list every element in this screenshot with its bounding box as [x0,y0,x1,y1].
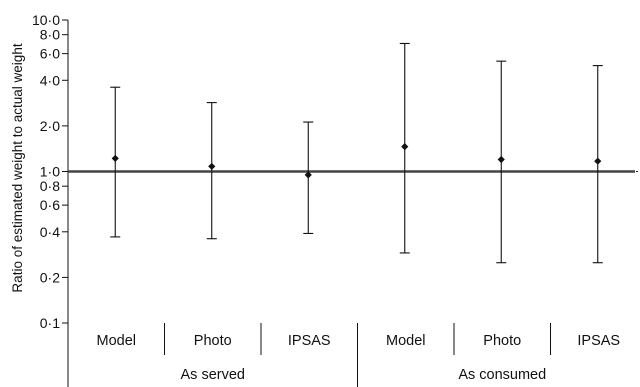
mean-marker [401,143,409,151]
y-tick-label: 1·0 [40,164,60,180]
mean-marker [497,155,505,164]
category-label: Photo [194,333,232,349]
category-label: Photo [483,333,521,349]
y-tick-label: 0·1 [40,315,60,331]
mean-marker [304,171,312,179]
category-label: IPSAS [288,333,331,349]
plot-area: 10·08·0 6·0 4·0 2·0 1·00·8 0·6 0·4 0·2 0·1 Model P… [32,12,640,387]
y-tick-label: 2·0 [40,118,60,134]
mean-marker [111,154,119,163]
category-label: IPSAS [577,333,620,349]
y-tick-label: 0·6 [40,197,60,213]
group-label: As served [181,367,245,383]
y-tick-label: 0·2 [40,269,60,285]
y-tick-label: 0·8 [40,178,60,194]
mean-marker [594,157,602,165]
mean-marker [208,162,216,171]
group-label: As consumed [458,367,546,383]
y-tick-label: 8·0 [40,27,60,43]
y-tick-label: 0·4 [40,224,60,240]
y-tick-label: 10·0 [32,12,60,28]
category-label: Model [386,333,426,349]
y-tick-label: 4·0 [40,72,60,88]
y-tick-label: 6·0 [40,46,60,62]
y-axis-label: Ratio of estimated weight to actual weig… [10,43,25,292]
category-label: Model [97,333,137,349]
